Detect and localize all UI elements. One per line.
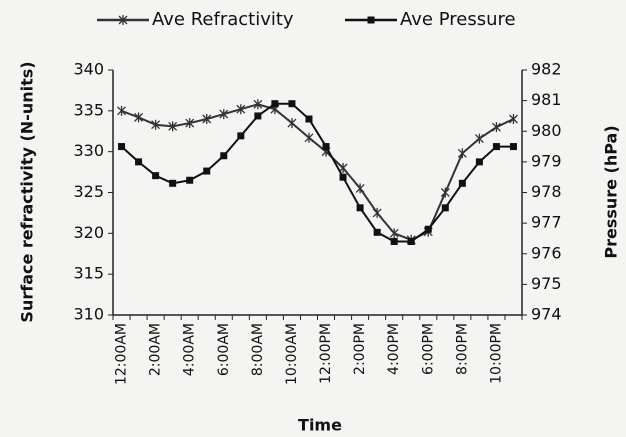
data-point (458, 179, 466, 187)
data-point (219, 109, 229, 120)
data-point (474, 133, 484, 144)
y2-tick-label: 974 (531, 305, 562, 324)
legend-marker (367, 16, 375, 24)
data-point (287, 118, 297, 129)
data-point (253, 99, 263, 110)
data-point (117, 105, 126, 116)
data-point (271, 100, 279, 108)
data-point (305, 115, 313, 123)
y2-tick-label: 975 (531, 274, 562, 293)
data-point (151, 119, 161, 130)
x-tick-label: 10:00AM (284, 323, 300, 385)
data-point (304, 132, 314, 143)
y-axis-title: Surface refractivity (N-units) (18, 61, 37, 322)
x-tick-label: 12:00PM (318, 323, 334, 384)
x-tick-label: 12:00AM (114, 323, 130, 385)
data-point (372, 207, 382, 218)
data-point (440, 187, 450, 198)
data-point (441, 204, 449, 212)
legend-marker (118, 15, 128, 25)
y2-tick-label: 978 (531, 182, 562, 201)
data-point (134, 112, 144, 123)
x-tick-label: 6:00AM (216, 323, 232, 376)
data-point (288, 100, 296, 108)
x-tick-label: 2:00PM (352, 323, 368, 375)
y-tick-label: 330 (73, 141, 104, 160)
data-point (168, 121, 178, 132)
legend-label: Ave Refractivity (152, 9, 294, 30)
data-point (509, 114, 518, 124)
data-point (220, 152, 228, 160)
y-tick-label: 335 (73, 100, 104, 119)
data-point (424, 225, 432, 233)
y-tick-label: 320 (73, 223, 104, 242)
x-tick-label: 2:00AM (148, 323, 164, 376)
data-point (355, 183, 365, 194)
data-point (202, 114, 212, 124)
data-point (254, 112, 262, 120)
data-point (509, 143, 517, 151)
data-point (373, 228, 381, 236)
y2-tick-label: 977 (531, 213, 562, 232)
y2-axis-title: Pressure (hPa) (602, 125, 621, 258)
data-point (203, 167, 211, 175)
data-point (237, 132, 245, 140)
x-tick-label: 10:00PM (488, 323, 504, 384)
data-point (236, 104, 246, 115)
data-point (390, 238, 398, 245)
x-tick-label: 8:00AM (250, 323, 266, 376)
data-point (457, 148, 467, 159)
x-tick-label: 8:00PM (454, 323, 470, 375)
data-point (339, 173, 347, 181)
y2-tick-label: 980 (531, 121, 562, 140)
y2-tick-label: 976 (531, 243, 562, 262)
data-point (356, 204, 364, 212)
y-tick-label: 310 (73, 305, 104, 324)
data-point (185, 118, 195, 129)
data-point (475, 158, 483, 166)
data-point (186, 176, 194, 184)
x-tick-label: 6:00PM (420, 323, 436, 375)
data-point (135, 158, 143, 166)
y-tick-label: 315 (73, 264, 104, 283)
y-tick-label: 340 (73, 60, 104, 79)
y2-tick-label: 982 (531, 60, 562, 79)
y2-tick-label: 979 (531, 151, 562, 170)
x-tick-label: 4:00AM (182, 323, 198, 376)
data-point (118, 143, 126, 151)
data-point (491, 122, 501, 133)
data-point (492, 143, 500, 151)
data-point (152, 172, 160, 180)
x-axis-title: Time (298, 416, 342, 435)
series-line (121, 103, 514, 241)
data-point (169, 179, 177, 187)
y-tick-label: 325 (73, 182, 104, 201)
data-point (389, 228, 399, 239)
y2-tick-label: 981 (531, 90, 562, 109)
x-tick-label: 4:00PM (386, 323, 402, 375)
legend-label: Ave Pressure (400, 9, 516, 30)
data-point (322, 143, 330, 151)
data-point (407, 238, 415, 245)
